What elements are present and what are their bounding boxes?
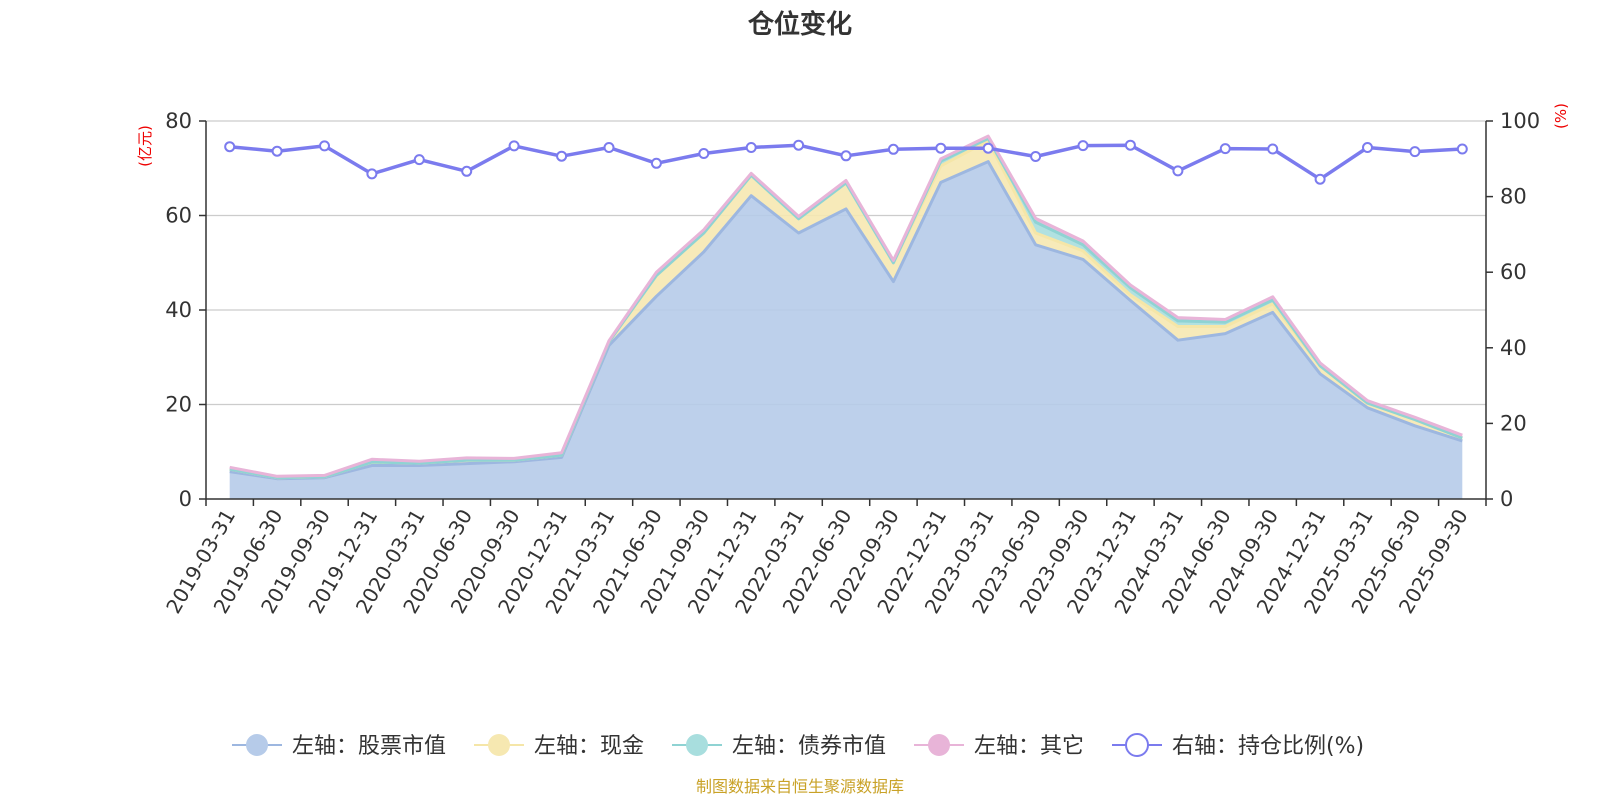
ratio-point-3 — [366, 168, 378, 180]
ratio-point-12 — [793, 139, 805, 151]
ratio-point-15 — [935, 142, 947, 154]
right-tick-label-1: 20 — [1500, 411, 1527, 435]
ratio-point-14 — [887, 143, 899, 155]
left-tick-label-1: 20 — [165, 393, 192, 417]
area-line-series-3 — [229, 134, 1463, 478]
ratio-point-16 — [982, 142, 994, 154]
legend-marker-1 — [488, 734, 510, 756]
source-note: 制图数据来自恒生聚源数据库 — [696, 777, 904, 796]
legend-marker-3 — [928, 734, 950, 756]
ratio-point-17 — [1030, 151, 1042, 162]
ratio-point-23 — [1314, 173, 1326, 185]
ratio-point-20 — [1172, 165, 1184, 177]
legend-label-3: 左轴：其它 — [974, 734, 1084, 759]
ratio-point-25 — [1409, 146, 1421, 158]
legend-label-4: 右轴：持仓比例(%) — [1172, 734, 1364, 759]
legend-marker-0 — [246, 734, 268, 756]
left-tick-label-2: 40 — [165, 298, 192, 322]
ratio-point-2 — [319, 140, 330, 152]
ratio-point-8 — [603, 142, 615, 153]
legend-marker-2 — [686, 734, 708, 756]
ratio-point-19 — [1124, 139, 1136, 151]
area-line-series-0 — [229, 160, 1463, 481]
ratio-point-0 — [224, 141, 236, 153]
ratio-point-9 — [650, 157, 662, 169]
right-tick-label-0: 0 — [1500, 487, 1513, 511]
left-tick-label-0: 0 — [179, 487, 192, 511]
right-axis-unit-label: (%) — [1552, 103, 1570, 129]
legend-label-2: 左轴：债券市值 — [732, 734, 886, 759]
right-tick-label-3: 60 — [1500, 260, 1527, 284]
ratio-point-13 — [840, 150, 852, 162]
right-tick-label-2: 40 — [1500, 336, 1527, 360]
ratio-point-10 — [698, 148, 710, 159]
ratio-point-4 — [413, 154, 425, 166]
ratio-point-11 — [745, 142, 757, 153]
legend: 左轴：股票市值 左轴：现金 左轴：债券市值 左轴：其它 右轴：持仓比例(%) — [232, 733, 1364, 759]
left-tick-label-4: 80 — [165, 109, 192, 133]
ratio-point-7 — [556, 150, 568, 162]
ratio-point-26 — [1456, 143, 1468, 155]
line-series-group — [224, 139, 1468, 185]
legend-label-0: 左轴：股票市值 — [292, 734, 446, 759]
ratio-point-24 — [1362, 142, 1373, 153]
right-tick-label-4: 80 — [1500, 185, 1527, 209]
ratio-point-22 — [1267, 143, 1279, 155]
legend-marker-4 — [1125, 733, 1149, 757]
ratio-point-6 — [508, 140, 520, 152]
ratio-point-21 — [1219, 143, 1231, 155]
left-tick-label-3: 60 — [165, 204, 192, 228]
legend-label-1: 左轴：现金 — [534, 734, 644, 759]
ratio-point-1 — [271, 145, 283, 157]
ratio-point-5 — [461, 165, 473, 177]
chart-title: 仓位变化 — [747, 9, 852, 40]
right-tick-label-5: 100 — [1500, 109, 1540, 133]
area-fill-series-0 — [229, 161, 1463, 499]
area-series-group — [229, 134, 1463, 499]
ratio-point-18 — [1077, 140, 1089, 152]
left-axis-unit-label: (亿元) — [136, 125, 154, 167]
